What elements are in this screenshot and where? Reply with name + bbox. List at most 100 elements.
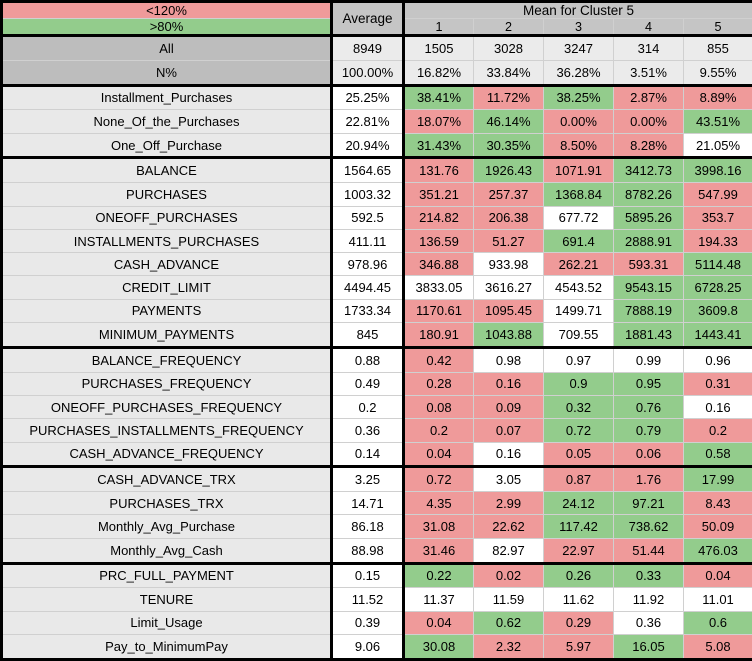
cell-average: 20.94% <box>330 132 405 160</box>
legend-red-threshold: <120% <box>0 0 332 19</box>
cell-cluster-1: 0.2 <box>403 418 474 443</box>
table-row: INSTALLMENTS_PURCHASES 411.11 136.59 51.27 6… <box>0 228 752 254</box>
cell-cluster-3: 709.55 <box>543 322 614 349</box>
cell-cluster-2: 11.72% <box>473 83 544 111</box>
cell-cluster-5: 194.33 <box>682 228 752 254</box>
cell-average: 86.18 <box>330 514 405 539</box>
column-group-header-clusters: Mean for Cluster 5 <box>402 0 752 19</box>
cell-average: 8949 <box>330 34 405 61</box>
cell-cluster-5: 0.6 <box>682 610 752 635</box>
cell-cluster-5: 6728.25 <box>682 275 752 300</box>
cell-cluster-3: 262.21 <box>543 252 614 277</box>
table-row: PRC_FULL_PAYMENT 0.15 0.22 0.02 0.26 0.33 0.04 <box>0 561 752 589</box>
cell-cluster-5: 8.89% <box>682 83 752 111</box>
cell-cluster-5: 5114.48 <box>682 252 752 277</box>
cell-cluster-1: 214.82 <box>403 205 474 230</box>
table-row: N% 100.00% 16.82% 33.84% 36.28% 3.51% 9.55% <box>0 59 752 87</box>
cell-cluster-5: 0.31 <box>682 371 752 396</box>
cell-cluster-1: 31.08 <box>403 514 474 539</box>
cell-cluster-2: 0.02 <box>473 561 544 589</box>
column-header-cluster-1: 1 <box>403 18 474 37</box>
cell-cluster-4: 0.76 <box>613 394 684 420</box>
cell-cluster-1: 0.72 <box>403 465 474 493</box>
row-label-payments: PAYMENTS <box>0 298 332 324</box>
row-label-oneoff-purchases-frequency: ONEOFF_PURCHASES_FREQUENCY <box>0 394 332 420</box>
cell-cluster-5: 1443.41 <box>682 322 752 349</box>
cell-cluster-4: 7888.19 <box>613 298 684 324</box>
cell-cluster-3: 0.9 <box>543 371 614 396</box>
row-label-n-: N% <box>0 59 332 87</box>
cell-cluster-4: 51.44 <box>613 537 684 565</box>
cell-cluster-2: 0.62 <box>473 610 544 635</box>
cell-average: 1003.32 <box>330 182 405 207</box>
cell-cluster-1: 31.46 <box>403 537 474 565</box>
cell-cluster-1: 131.76 <box>403 156 474 184</box>
column-header-cluster-2: 2 <box>473 18 544 37</box>
cell-average: 22.81% <box>330 109 405 134</box>
cell-cluster-3: 0.00% <box>543 109 614 134</box>
cell-cluster-3: 691.4 <box>543 228 614 254</box>
cell-cluster-5: 50.09 <box>682 514 752 539</box>
column-header-cluster-3: 3 <box>543 18 614 37</box>
cell-cluster-1: 346.88 <box>403 252 474 277</box>
table-row: Monthly_Avg_Purchase 86.18 31.08 22.62 117.4… <box>0 514 752 539</box>
cell-cluster-4: 0.36 <box>613 610 684 635</box>
cell-average: 0.2 <box>330 394 405 420</box>
cell-cluster-5: 3998.16 <box>682 156 752 184</box>
cell-cluster-4: 738.62 <box>613 514 684 539</box>
cell-average: 11.52 <box>330 587 405 612</box>
cell-cluster-2: 1926.43 <box>473 156 544 184</box>
legend-green-threshold: >80% <box>0 18 332 37</box>
cell-cluster-4: 0.06 <box>613 441 684 469</box>
cell-average: 0.88 <box>330 345 405 373</box>
row-label-prc-full-payment: PRC_FULL_PAYMENT <box>0 561 332 589</box>
cell-average: 9.06 <box>330 633 405 661</box>
cell-cluster-3: 38.25% <box>543 83 614 111</box>
cell-cluster-4: 2888.91 <box>613 228 684 254</box>
table-row: ONEOFF_PURCHASES_FREQUENCY 0.2 0.08 0.09 0.3… <box>0 394 752 420</box>
cell-cluster-4: 5895.26 <box>613 205 684 230</box>
cell-cluster-1: 0.42 <box>403 345 474 373</box>
cell-average: 1733.34 <box>330 298 405 324</box>
row-label-purchases-installments-frequency: PURCHASES_INSTALLMENTS_FREQUENCY <box>0 418 332 443</box>
cell-average: 4494.45 <box>330 275 405 300</box>
cell-cluster-5: 5.08 <box>682 633 752 661</box>
cell-cluster-5: 0.96 <box>682 345 752 373</box>
cell-cluster-3: 0.26 <box>543 561 614 589</box>
cell-cluster-1: 30.08 <box>403 633 474 661</box>
cell-cluster-1: 0.04 <box>403 610 474 635</box>
row-label-all: All <box>0 34 332 61</box>
table-row: None_Of_the_Purchases 22.81% 18.07% 46.14% 0… <box>0 109 752 134</box>
cell-cluster-1: 3833.05 <box>403 275 474 300</box>
row-label-cash-advance-frequency: CASH_ADVANCE_FREQUENCY <box>0 441 332 469</box>
cell-cluster-1: 0.28 <box>403 371 474 396</box>
row-label-balance: BALANCE <box>0 156 332 184</box>
cell-cluster-4: 0.79 <box>613 418 684 443</box>
header-row-legend-green: >80% 1 2 3 4 5 <box>0 18 752 37</box>
cell-cluster-1: 1170.61 <box>403 298 474 324</box>
cell-average: 592.5 <box>330 205 405 230</box>
row-label-limit-usage: Limit_Usage <box>0 610 332 635</box>
cell-cluster-5: 547.99 <box>682 182 752 207</box>
cell-cluster-4: 9543.15 <box>613 275 684 300</box>
cell-cluster-3: 0.32 <box>543 394 614 420</box>
cell-cluster-1: 136.59 <box>403 228 474 254</box>
cell-cluster-2: 1095.45 <box>473 298 544 324</box>
cell-cluster-3: 0.29 <box>543 610 614 635</box>
row-label-balance-frequency: BALANCE_FREQUENCY <box>0 345 332 373</box>
cell-cluster-4: 16.05 <box>613 633 684 661</box>
cell-cluster-2: 3.05 <box>473 465 544 493</box>
table-row: CASH_ADVANCE_FREQUENCY 0.14 0.04 0.16 0.05 0.… <box>0 441 752 469</box>
cell-cluster-5: 0.58 <box>682 441 752 469</box>
cell-cluster-4: 593.31 <box>613 252 684 277</box>
table-row: One_Off_Purchase 20.94% 31.43% 30.35% 8.50% 8… <box>0 132 752 160</box>
cell-cluster-5: 3609.8 <box>682 298 752 324</box>
cell-average: 88.98 <box>330 537 405 565</box>
cell-cluster-2: 0.16 <box>473 371 544 396</box>
cell-cluster-5: 0.04 <box>682 561 752 589</box>
table-row: CREDIT_LIMIT 4494.45 3833.05 3616.27 4543.52… <box>0 275 752 300</box>
cell-cluster-3: 0.05 <box>543 441 614 469</box>
cell-cluster-1: 0.22 <box>403 561 474 589</box>
row-label-purchases: PURCHASES <box>0 182 332 207</box>
cell-cluster-2: 46.14% <box>473 109 544 134</box>
